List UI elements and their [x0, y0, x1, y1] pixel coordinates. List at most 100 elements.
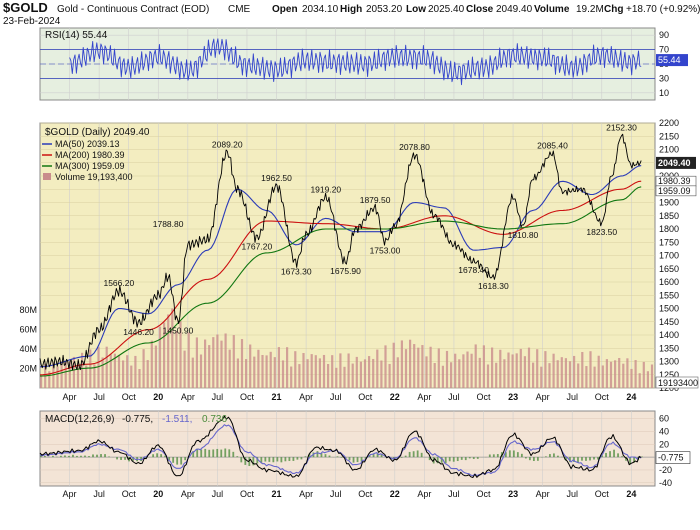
price-x-tick: 21	[272, 392, 282, 402]
volume-bar	[503, 359, 506, 388]
series-layer	[39, 38, 644, 478]
price-annotation: 1788.80	[153, 219, 184, 229]
macd-hist-bar	[448, 457, 451, 462]
price-annotation: 1566.20	[103, 278, 134, 288]
price-x-tick: 20	[153, 392, 163, 402]
volume-bar	[433, 363, 436, 388]
volume-bar	[113, 353, 116, 388]
volume-bar	[257, 349, 260, 388]
macd-hist-bar	[200, 449, 203, 458]
macd-hist-bar	[456, 457, 459, 462]
volume-value: 19.2M	[576, 4, 604, 15]
price-y-tick: 1750	[659, 237, 679, 247]
macd-hist-bar	[240, 457, 243, 463]
macd-hist-bar	[168, 457, 171, 461]
macd-x-tick: Jul	[93, 489, 105, 499]
macd-hist-bar	[593, 457, 595, 460]
volume-bar	[277, 347, 280, 388]
macd-hist-bar	[64, 455, 66, 458]
macd-hist-bar	[532, 457, 535, 461]
price-y-tick: 1500	[659, 304, 679, 314]
volume-bar	[544, 351, 547, 388]
macd-hist-bar	[368, 455, 371, 458]
price-annotation: 1753.00	[370, 245, 401, 255]
low-label: Low	[406, 4, 426, 15]
volume-bar	[474, 344, 477, 388]
high-label: High	[340, 4, 362, 15]
macd-hist-bar	[192, 451, 195, 458]
macd-x-tick: Jul	[566, 489, 578, 499]
macd-hist-bar	[633, 457, 635, 463]
macd-hist-bar	[268, 457, 271, 462]
macd-hist-bar	[220, 449, 223, 458]
volume-bar	[48, 371, 51, 388]
volume-bar	[265, 355, 268, 388]
macd-hist-bar	[316, 451, 319, 458]
macd-hist-bar	[76, 455, 78, 458]
volume-bar	[388, 363, 391, 388]
price-y-tick: 1300	[659, 357, 679, 367]
macd-hist-bar	[96, 454, 98, 458]
price-x-tick: Jul	[93, 392, 105, 402]
price-y-tick: 1800	[659, 224, 679, 234]
annotation-layer: 1566.20 1446.20 1788.80 1450.90 2089.20 1767.…	[103, 123, 637, 337]
ohlc-readout: Open 2034.10 High 2053.20 Low 2025.40 Cl…	[272, 4, 700, 15]
macd-hist-bar	[549, 454, 551, 458]
macd-hist-bar	[204, 448, 207, 458]
macd-hist-value: 0.736	[202, 414, 227, 425]
macd-hist-bar	[569, 457, 571, 463]
volume-bar	[441, 365, 444, 388]
macd-hist-bar	[472, 457, 475, 460]
macd-x-tick: Oct	[240, 489, 255, 499]
chg-label: Chg	[604, 4, 623, 15]
macd-hist-bar	[340, 457, 343, 458]
macd-hist-bar	[120, 457, 122, 460]
volume-bar	[519, 348, 522, 388]
macd-hist-bar	[528, 457, 531, 461]
volume-bar	[445, 350, 449, 388]
macd-hist-bar	[348, 457, 351, 461]
ma-value-flag	[655, 185, 697, 197]
macd-hist-bar	[404, 455, 407, 458]
volume-bar	[429, 346, 432, 388]
volume-bar	[175, 330, 178, 388]
volume-bar	[249, 344, 252, 388]
price-annotation: 1962.50	[261, 173, 292, 183]
macd-hist-bar	[244, 457, 247, 465]
price-y-tick: 2150	[659, 131, 679, 141]
macd-value: -0.775,	[122, 414, 153, 425]
macd-hist-bar	[380, 453, 383, 458]
macd-hist-bar	[609, 451, 611, 458]
volume-bar	[515, 353, 518, 388]
price-annotation: 1767.20	[241, 242, 272, 252]
price-annotation: 1673.30	[281, 267, 312, 277]
close-label: Close	[466, 4, 494, 15]
volume-bar	[64, 361, 67, 388]
volume-bar	[89, 349, 92, 388]
macd-hist-bar	[60, 455, 62, 458]
macd-x-tick: Jul	[330, 489, 342, 499]
volume-bar	[163, 322, 166, 388]
macd-hist-bar	[464, 457, 467, 461]
volume-bar	[523, 356, 526, 388]
macd-hist-bar	[300, 457, 303, 460]
macd-x-tick: Oct	[358, 489, 373, 499]
macd-x-tick: 24	[626, 489, 636, 499]
volume-bar	[593, 366, 596, 388]
volume-bar	[93, 364, 96, 388]
price-annotation: 2152.30	[606, 123, 637, 133]
volume-bar	[437, 348, 440, 388]
macd-hist-bar	[308, 453, 311, 458]
price-y-tick: 1700	[659, 251, 679, 261]
rsi-y-tick: 90	[659, 30, 669, 40]
macd-hist-bar	[292, 457, 295, 461]
volume-bar	[540, 366, 543, 388]
macd-hist-bar	[488, 454, 491, 458]
close-value: 2049.40	[496, 4, 533, 15]
high-value: 2053.20	[366, 4, 403, 15]
macd-hist-bar	[420, 452, 423, 458]
macd-value-flag	[655, 451, 691, 464]
macd-hist-bar	[196, 448, 199, 458]
macd-x-tick: Apr	[63, 489, 77, 499]
macd-hist-bar	[272, 457, 275, 463]
